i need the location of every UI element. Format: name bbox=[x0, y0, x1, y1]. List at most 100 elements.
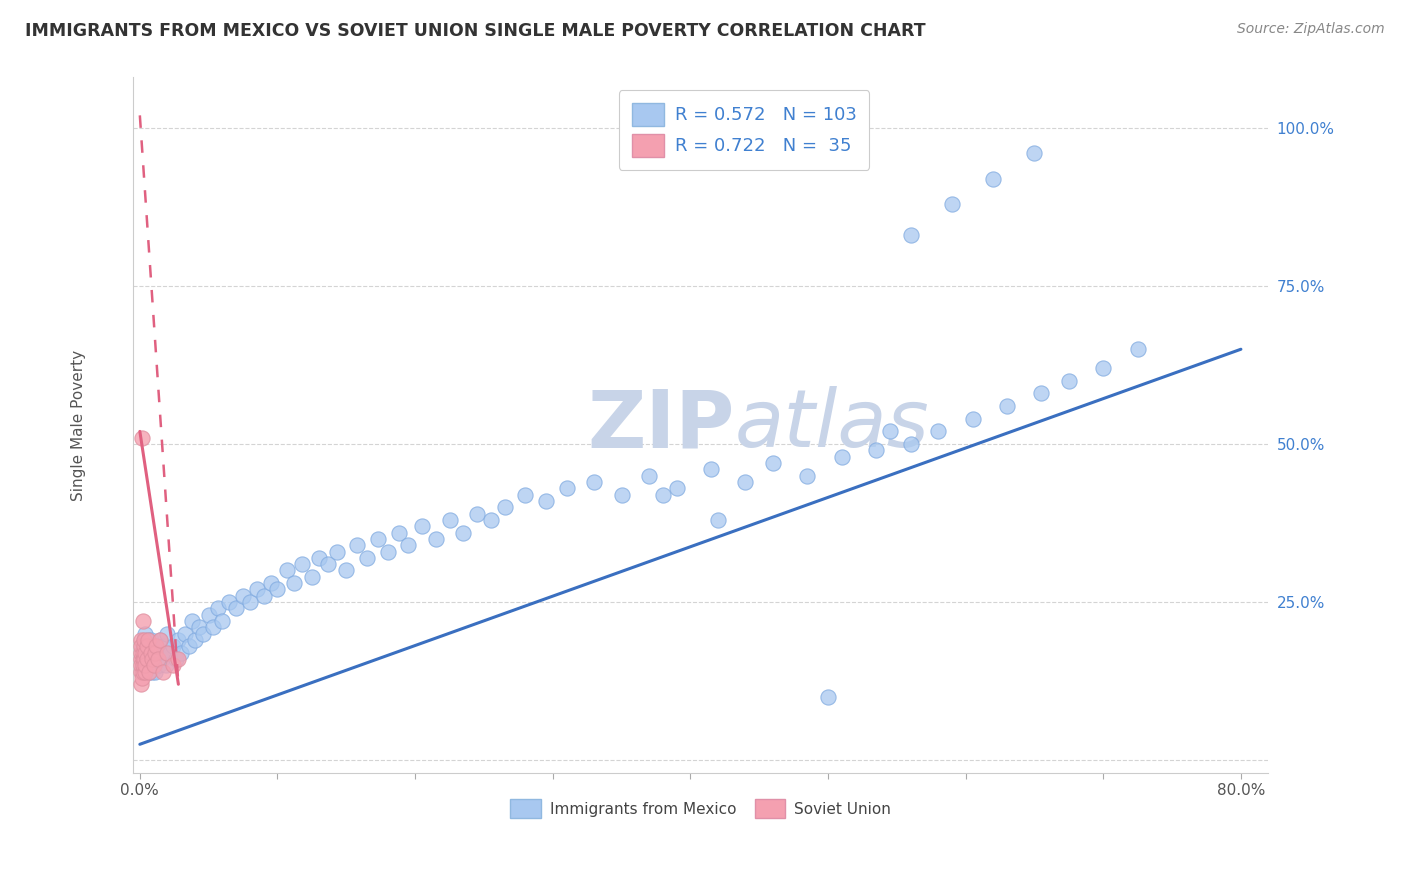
Point bbox=[152, 665, 174, 679]
Point bbox=[610, 488, 633, 502]
Point bbox=[165, 652, 187, 666]
Point bbox=[138, 640, 160, 654]
Point bbox=[211, 614, 233, 628]
Point bbox=[962, 411, 984, 425]
Point bbox=[129, 677, 152, 691]
Point bbox=[142, 640, 165, 654]
Point bbox=[291, 557, 314, 571]
Point bbox=[453, 525, 475, 540]
Point bbox=[515, 488, 537, 502]
Text: Source: ZipAtlas.com: Source: ZipAtlas.com bbox=[1237, 22, 1385, 37]
Point bbox=[665, 481, 688, 495]
Point bbox=[131, 640, 153, 654]
Point bbox=[139, 632, 162, 647]
Point bbox=[129, 665, 152, 679]
Point bbox=[191, 626, 214, 640]
Point bbox=[134, 646, 156, 660]
Point bbox=[201, 620, 224, 634]
Point bbox=[139, 658, 162, 673]
Point bbox=[132, 632, 155, 647]
Point bbox=[145, 640, 167, 654]
Point bbox=[995, 399, 1018, 413]
Point bbox=[184, 632, 207, 647]
Point bbox=[142, 658, 165, 673]
Point bbox=[142, 652, 165, 666]
Point bbox=[162, 640, 184, 654]
Point bbox=[134, 658, 156, 673]
Point bbox=[1126, 343, 1149, 357]
Point bbox=[156, 626, 179, 640]
Legend: Immigrants from Mexico, Soviet Union: Immigrants from Mexico, Soviet Union bbox=[503, 793, 897, 824]
Point bbox=[146, 652, 169, 666]
Point bbox=[465, 507, 488, 521]
Point bbox=[253, 589, 276, 603]
Point bbox=[132, 646, 155, 660]
Point bbox=[167, 632, 190, 647]
Point bbox=[139, 646, 162, 660]
Point bbox=[136, 658, 159, 673]
Point bbox=[700, 462, 723, 476]
Text: ZIP: ZIP bbox=[588, 386, 735, 464]
Point bbox=[246, 582, 269, 597]
Point bbox=[150, 652, 173, 666]
Point bbox=[638, 468, 661, 483]
Point bbox=[734, 475, 756, 489]
Point bbox=[148, 658, 170, 673]
Point bbox=[259, 576, 281, 591]
Point bbox=[129, 646, 152, 660]
Point bbox=[129, 632, 152, 647]
Point bbox=[411, 519, 433, 533]
Point bbox=[132, 640, 155, 654]
Point bbox=[132, 665, 155, 679]
Point bbox=[188, 620, 211, 634]
Point bbox=[134, 658, 156, 673]
Point bbox=[146, 646, 169, 660]
Point bbox=[174, 626, 197, 640]
Point bbox=[134, 646, 156, 660]
Point bbox=[152, 640, 174, 654]
Point bbox=[707, 513, 730, 527]
Point bbox=[1024, 146, 1046, 161]
Point bbox=[1092, 361, 1115, 376]
Point bbox=[831, 450, 853, 464]
Point bbox=[232, 589, 254, 603]
Point bbox=[149, 632, 172, 647]
Point bbox=[136, 632, 159, 647]
Point bbox=[308, 550, 330, 565]
Point bbox=[796, 468, 818, 483]
Point bbox=[207, 601, 229, 615]
Point bbox=[138, 665, 160, 679]
Point bbox=[132, 652, 155, 666]
Point bbox=[139, 652, 162, 666]
Point bbox=[318, 557, 340, 571]
Point bbox=[225, 601, 247, 615]
Point bbox=[135, 646, 157, 660]
Text: atlas: atlas bbox=[735, 386, 929, 464]
Point bbox=[138, 646, 160, 660]
Point bbox=[900, 437, 922, 451]
Point bbox=[132, 658, 155, 673]
Point bbox=[153, 646, 176, 660]
Point bbox=[136, 632, 159, 647]
Point bbox=[145, 640, 167, 654]
Point bbox=[131, 658, 153, 673]
Point bbox=[927, 425, 949, 439]
Point bbox=[170, 646, 193, 660]
Point bbox=[762, 456, 785, 470]
Point bbox=[356, 550, 378, 565]
Point bbox=[387, 525, 409, 540]
Point bbox=[131, 431, 153, 445]
Y-axis label: Single Male Poverty: Single Male Poverty bbox=[72, 350, 86, 500]
Point bbox=[179, 640, 201, 654]
Point bbox=[239, 595, 262, 609]
Point bbox=[879, 425, 901, 439]
Point bbox=[555, 481, 578, 495]
Point bbox=[141, 652, 163, 666]
Point bbox=[981, 171, 1004, 186]
Point bbox=[134, 665, 156, 679]
Point bbox=[142, 658, 165, 673]
Point bbox=[135, 640, 157, 654]
Point bbox=[900, 228, 922, 243]
Point bbox=[131, 614, 153, 628]
Point bbox=[145, 652, 167, 666]
